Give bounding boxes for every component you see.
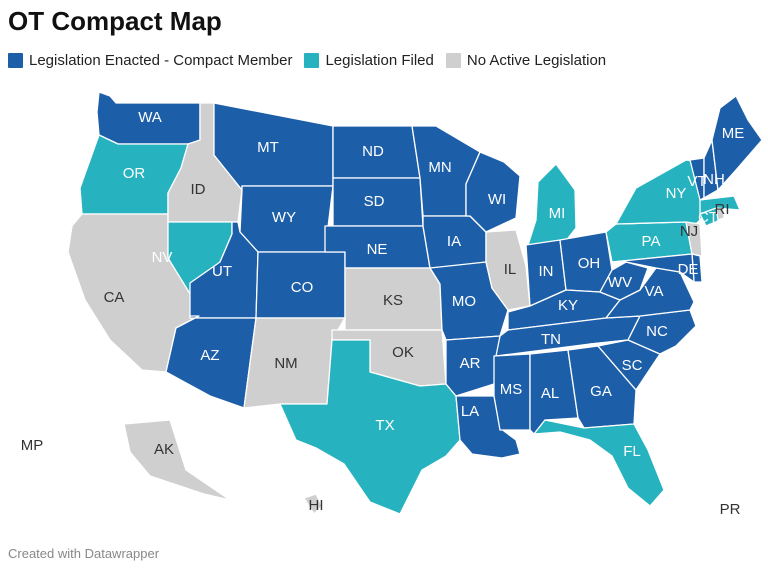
legend-item-enacted[interactable]: Legislation Enacted - Compact Member (8, 52, 292, 69)
state-fl[interactable] (533, 419, 665, 507)
state-md[interactable] (611, 253, 695, 283)
label-pa: PA (642, 233, 661, 250)
label-ne: NE (367, 241, 388, 258)
label-ct: CT (698, 209, 718, 226)
legend: Legislation Enacted - Compact Member Leg… (8, 52, 618, 69)
label-ms: MS (500, 381, 523, 398)
label-hi: HI (309, 497, 324, 514)
label-nv: NV (152, 249, 173, 266)
label-mo: MO (452, 293, 476, 310)
label-ky: KY (558, 297, 578, 314)
label-co: CO (291, 279, 314, 296)
label-ia: IA (447, 233, 461, 250)
label-az: AZ (200, 347, 219, 364)
label-mt: MT (257, 139, 279, 156)
label-pr: PR (720, 501, 741, 518)
label-nm: NM (274, 355, 297, 372)
state-il[interactable] (485, 229, 531, 311)
state-wv[interactable] (599, 261, 649, 301)
state-me[interactable] (711, 95, 763, 191)
label-ca: CA (104, 289, 125, 306)
label-wi: WI (488, 191, 506, 208)
label-de: DE (678, 261, 699, 278)
state-ar[interactable] (445, 335, 501, 397)
state-mi[interactable] (527, 163, 577, 246)
label-ar: AR (460, 355, 481, 372)
legend-swatch-none (445, 53, 461, 68)
label-il: IL (504, 261, 517, 278)
label-la: LA (461, 403, 479, 420)
legend-item-none[interactable]: No Active Legislation (445, 52, 607, 69)
legend-label-filed: Legislation Filed (325, 52, 434, 69)
label-sd: SD (364, 193, 385, 210)
label-mi: MI (549, 205, 566, 222)
label-wa: WA (138, 109, 162, 126)
label-fl: FL (623, 443, 641, 460)
label-vt: VT (687, 173, 706, 190)
legend-label-enacted: Legislation Enacted - Compact Member (29, 52, 293, 69)
label-oh: OH (578, 255, 601, 272)
state-ms[interactable] (493, 353, 531, 431)
label-nh: NH (703, 171, 725, 188)
label-ok: OK (392, 344, 414, 361)
legend-swatch-enacted (8, 53, 23, 68)
footer-credit: Created with Datawrapper (8, 546, 160, 561)
label-tx: TX (375, 417, 394, 434)
legend-item-filed[interactable]: Legislation Filed (304, 52, 434, 69)
legend-label-none: No Active Legislation (466, 52, 607, 69)
label-al: AL (541, 385, 559, 402)
label-ga: GA (590, 383, 612, 400)
legend-swatch-filed (304, 53, 320, 68)
label-mn: MN (428, 159, 451, 176)
map-title: OT Compact Map (8, 6, 222, 36)
label-nd: ND (362, 143, 384, 160)
label-ri: RI (715, 201, 730, 218)
label-id: ID (191, 181, 206, 198)
state-nc[interactable] (589, 309, 697, 355)
label-nc: NC (646, 323, 668, 340)
label-sc: SC (622, 357, 643, 374)
state-ma[interactable] (699, 195, 741, 215)
label-wv: WV (608, 274, 632, 291)
label-or: OR (123, 165, 146, 182)
state-nj[interactable] (685, 221, 703, 257)
state-ak[interactable] (123, 419, 231, 501)
label-va: VA (645, 283, 664, 300)
label-nj: NJ (680, 223, 698, 240)
label-wy: WY (272, 209, 296, 226)
label-me: ME (722, 125, 745, 142)
label-ks: KS (383, 292, 403, 309)
state-tx[interactable] (279, 339, 461, 515)
label-ut: UT (212, 263, 232, 280)
label-in: IN (539, 263, 554, 280)
state-wi[interactable] (465, 151, 521, 233)
us-map: WA OR CA ID NV MT WY UT AZ CO NM ND SD NE KS OK TX MN IA MO… (21, 91, 763, 518)
label-tn: TN (541, 331, 561, 348)
label-mp: MP (21, 437, 44, 454)
label-ny: NY (666, 185, 687, 202)
state-hi[interactable] (303, 493, 323, 515)
label-ak: AK (154, 441, 174, 458)
